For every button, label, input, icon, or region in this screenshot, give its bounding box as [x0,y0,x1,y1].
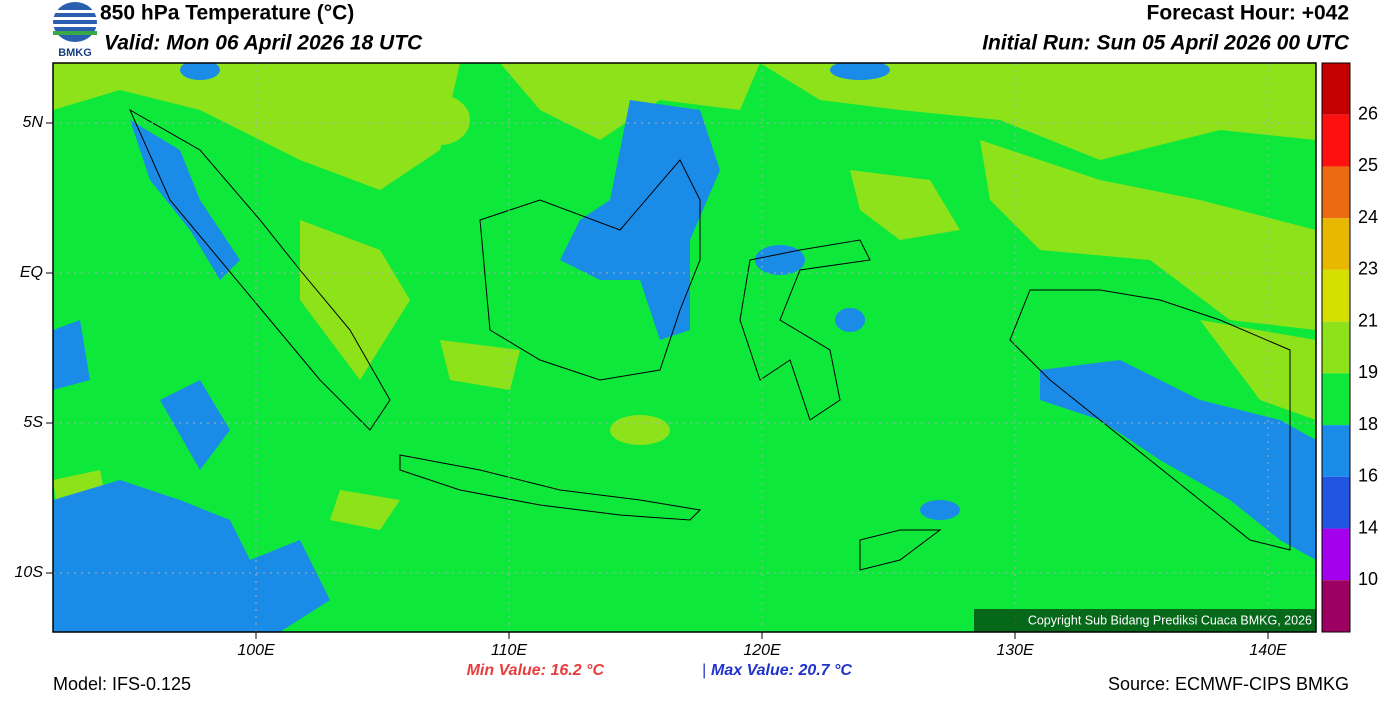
colorbar-label: 16 [1358,466,1378,486]
colorbar-label: 25 [1358,155,1378,175]
lon-label: 140E [1249,642,1287,659]
logo-text: BMKG [58,47,92,59]
lon-label: 110E [491,642,528,659]
colorbar-segment [1322,580,1350,632]
colorbar-segment [1322,218,1350,270]
map-frame [52,62,1317,633]
lon-label: 130E [996,642,1034,659]
colorbar-segment [1322,476,1350,529]
colorbar-label: 24 [1358,207,1378,227]
forecast-hour: Forecast Hour: +042 [1147,2,1350,25]
title: 850 hPa Temperature (°C) [100,2,354,25]
max-value: Max Value: 20.7 °C [711,662,852,679]
colorbar-segment [1322,63,1350,115]
colorbar-segment [1322,269,1350,322]
lat-label: 5N [23,114,44,131]
copyright: Copyright Sub Bidang Prediksi Cuaca BMKG… [1028,613,1312,627]
separator: | [702,662,706,679]
logo: BMKG [53,2,97,59]
colorbar-label: 26 [1358,103,1378,123]
model: Model: IFS-0.125 [53,674,191,694]
initial-run: Initial Run: Sun 05 April 2026 00 UTC [982,32,1350,55]
min-value: Min Value: 16.2 °C [467,662,605,679]
colorbar-segment [1322,114,1350,167]
colorbar-segment [1322,166,1350,219]
colorbar-segment [1322,321,1350,374]
colorbar-segment [1322,425,1350,477]
lat-label: EQ [20,264,43,281]
colorbar-segment [1322,528,1350,581]
colorbar-label: 23 [1358,259,1378,279]
colorbar-label: 18 [1358,414,1378,434]
colorbar-segment [1322,373,1350,426]
lon-label: 120E [743,642,781,659]
source: Source: ECMWF-CIPS BMKG [1108,674,1349,694]
map-field: Copyright Sub Bidang Prediksi Cuaca BMKG… [53,63,1316,632]
lat-label: 10S [15,564,44,581]
colorbar-label: 21 [1358,310,1378,330]
colorbar-label: 19 [1358,362,1378,382]
valid-time: Valid: Mon 06 April 2026 18 UTC [104,32,423,55]
colorbar-frame [1321,62,1351,633]
colorbar-label: 14 [1358,517,1378,537]
lat-label: 5S [23,414,43,431]
colorbar-label: 10 [1358,569,1378,589]
lon-label: 100E [237,642,275,659]
